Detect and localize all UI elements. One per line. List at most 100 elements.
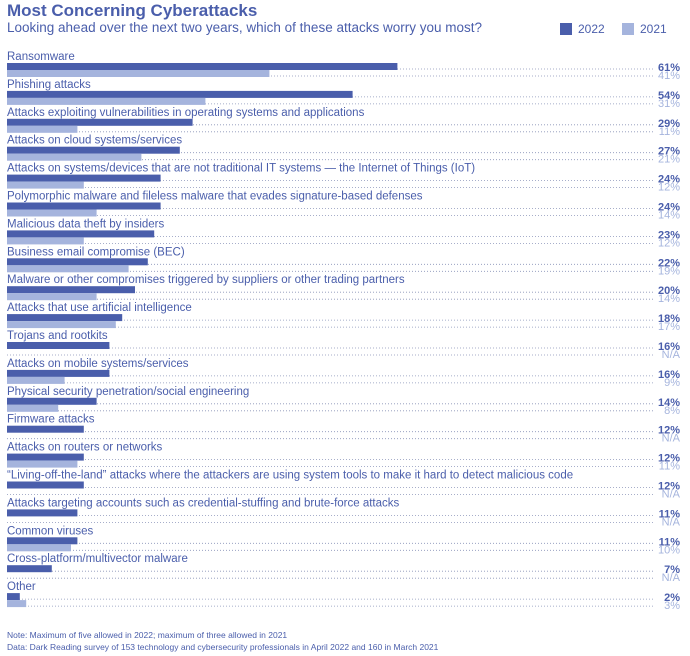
value-label-2021: N/A xyxy=(662,349,681,361)
value-label-2022: 27% xyxy=(658,146,680,158)
value-label-2022: 2% xyxy=(664,592,680,604)
bar-2022 xyxy=(7,90,353,98)
value-label-2022: 29% xyxy=(658,118,680,130)
bar-2021 xyxy=(7,181,84,189)
value-label-2021: 21% xyxy=(658,154,680,166)
chart-source: Data: Dark Reading survey of 153 technol… xyxy=(7,642,439,652)
value-label-2021: 17% xyxy=(658,321,680,333)
category-label: Business email compromise (BEC) xyxy=(7,246,185,258)
bar-2022 xyxy=(7,397,97,405)
bar-2021 xyxy=(7,125,78,133)
value-label-2022: 24% xyxy=(658,202,680,214)
category-label: Cross-platform/multivector malware xyxy=(7,553,188,565)
chart-title: Most Concerning Cyberattacks xyxy=(7,1,258,20)
legend-item-2021: 2021 xyxy=(622,22,667,36)
bar-2021 xyxy=(7,70,270,77)
value-label-2021: N/A xyxy=(662,516,681,528)
value-label-2021: 12% xyxy=(658,182,680,194)
category-label: Polymorphic malware and fileless malware… xyxy=(7,191,423,203)
category-label: Firmware attacks xyxy=(7,414,95,426)
chart-note: Note: Maximum of five allowed in 2022; m… xyxy=(7,630,288,640)
bar-2022 xyxy=(7,63,398,70)
legend-swatch-2022 xyxy=(560,23,572,35)
value-label-2022: 16% xyxy=(658,341,680,353)
bar-2021 xyxy=(7,544,71,552)
category-label: Attacks on cloud systems/services xyxy=(7,135,182,147)
value-label-2021: 9% xyxy=(664,377,680,389)
bar-2021 xyxy=(7,153,142,161)
value-label-2022: 11% xyxy=(659,536,681,548)
bar-2022 xyxy=(7,286,135,294)
category-label: “Living-off-the-land” attacks where the … xyxy=(7,470,573,482)
legend-label-2021: 2021 xyxy=(640,22,667,36)
value-label-2021: 19% xyxy=(658,265,680,277)
value-label-2022: 54% xyxy=(658,90,680,102)
bar-2021 xyxy=(7,97,206,105)
value-label-2021: N/A xyxy=(662,572,681,584)
value-label-2022: 18% xyxy=(658,313,680,325)
value-label-2021: 31% xyxy=(658,98,680,110)
bar-chart: Ransomware 61%41% Phishing attacks 54%31% At… xyxy=(7,51,681,612)
category-label: Phishing attacks xyxy=(7,79,91,91)
value-label-2022: 24% xyxy=(658,174,680,186)
bar-2022 xyxy=(7,118,193,126)
value-label-2022: 14% xyxy=(658,397,680,409)
bar-2021 xyxy=(7,376,65,384)
bar-2022 xyxy=(7,146,180,154)
value-label-2022: 61% xyxy=(658,62,680,74)
value-label-2021: 11% xyxy=(659,461,680,473)
category-label: Malware or other compromises triggered b… xyxy=(7,274,405,286)
bar-2021 xyxy=(7,404,59,412)
category-label: Attacks that use artificial intelligence xyxy=(7,302,192,314)
category-label: Attacks exploiting vulnerabilities in op… xyxy=(7,107,365,119)
bar-2022 xyxy=(7,174,161,182)
bar-2022 xyxy=(7,425,84,433)
value-label-2021: 10% xyxy=(658,544,680,556)
category-label: Common viruses xyxy=(7,525,94,537)
bar-2022 xyxy=(7,509,78,517)
bar-2021 xyxy=(7,265,129,273)
value-label-2022: 12% xyxy=(658,481,680,493)
value-label-2022: 22% xyxy=(658,257,680,269)
category-label: Physical security penetration/social eng… xyxy=(7,386,249,398)
value-label-2022: 12% xyxy=(658,425,680,437)
value-label-2022: 11% xyxy=(659,508,681,520)
value-label-2022: 20% xyxy=(658,285,680,297)
value-label-2021: 12% xyxy=(658,237,680,249)
category-label: Ransomware xyxy=(7,51,75,63)
value-label-2022: 23% xyxy=(658,229,680,241)
bar-2021 xyxy=(7,321,116,329)
value-label-2022: 7% xyxy=(664,564,680,576)
legend-item-2022: 2022 xyxy=(560,22,605,36)
value-label-2021: 14% xyxy=(658,210,680,222)
category-label: Malicious data theft by insiders xyxy=(7,218,164,230)
value-label-2022: 16% xyxy=(658,369,680,381)
category-label: Trojans and rootkits xyxy=(7,330,108,342)
chart-subtitle: Looking ahead over the next two years, w… xyxy=(7,20,482,35)
bar-2021 xyxy=(7,600,27,608)
bar-2022 xyxy=(7,369,110,377)
category-label: Attacks on mobile systems/services xyxy=(7,358,189,370)
category-label: Attacks on routers or networks xyxy=(7,442,163,454)
value-label-2022: 12% xyxy=(658,453,680,465)
bar-2022 xyxy=(7,230,155,238)
bar-2021 xyxy=(7,460,78,468)
bar-2022 xyxy=(7,202,161,210)
category-label: Attacks targeting accounts such as crede… xyxy=(7,497,400,509)
bar-2022 xyxy=(7,537,78,545)
bar-2022 xyxy=(7,593,20,601)
bar-2022 xyxy=(7,314,123,322)
category-label: Attacks on systems/devices that are not … xyxy=(7,163,475,175)
value-label-2021: 3% xyxy=(664,600,680,612)
bar-2022 xyxy=(7,565,52,573)
value-label-2021: 8% xyxy=(664,405,680,417)
value-label-2021: 11% xyxy=(659,126,680,138)
value-label-2021: 41% xyxy=(658,70,680,82)
bar-2021 xyxy=(7,293,97,301)
value-label-2021: N/A xyxy=(662,433,681,445)
bar-2022 xyxy=(7,258,148,266)
bar-2022 xyxy=(7,481,84,489)
category-label: Other xyxy=(7,581,36,593)
bar-2021 xyxy=(7,209,97,217)
legend-swatch-2021 xyxy=(622,23,634,35)
